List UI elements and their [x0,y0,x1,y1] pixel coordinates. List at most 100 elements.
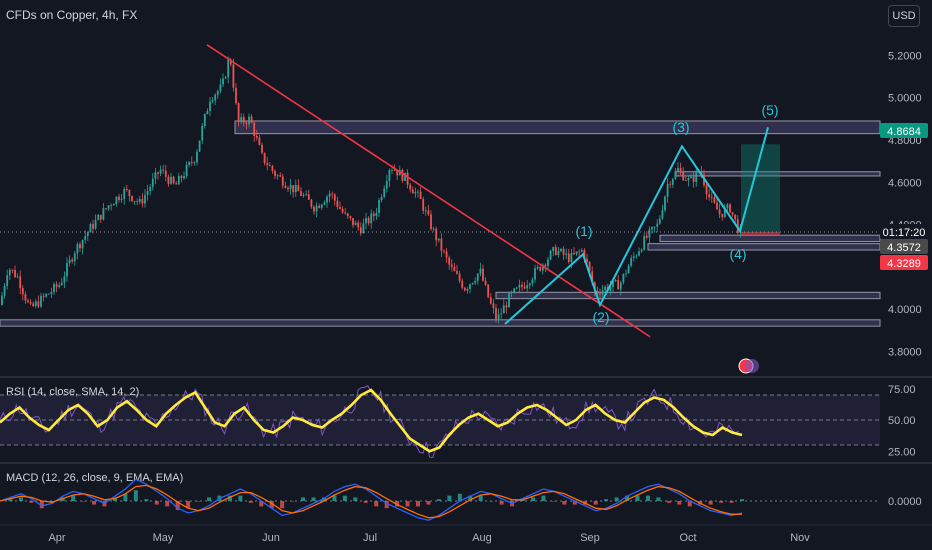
candle [175,183,178,185]
candle [222,78,224,85]
macd-histogram-bar [248,501,253,503]
price-tag-label: 4.3289 [887,258,921,270]
candle [164,170,167,177]
macd-histogram-bar [353,497,358,501]
candle [552,247,555,252]
macd-histogram-bar [677,501,682,505]
macd-histogram-bar [551,501,556,502]
macd-histogram-bar [259,501,264,507]
candle [549,251,552,260]
candle [40,295,42,307]
candle [180,176,183,179]
position-target-box [741,144,780,234]
currency-selector[interactable]: USD [888,5,920,27]
candle [196,151,198,163]
macd-signal-line [0,484,742,519]
candle [573,252,575,254]
time-tick-label: May [153,532,174,544]
candle [1,295,3,305]
candle [710,197,713,198]
candle [154,172,157,179]
candle [219,84,222,91]
candle [76,244,79,254]
candle [383,188,386,197]
candle [570,252,573,263]
candle [203,113,206,126]
candle [469,284,471,289]
time-tick-label: Jun [262,532,280,544]
candle [102,208,105,220]
candle [596,290,599,294]
candle [50,292,53,294]
candle [448,257,451,265]
candle [528,283,531,286]
candle [502,305,505,314]
candle [588,261,591,272]
macd-histogram-bar [478,495,483,501]
candle [474,280,477,283]
candle [635,255,638,257]
candle [300,191,302,196]
candle [144,195,146,204]
candle [128,189,131,196]
candle [458,273,461,281]
candle [705,185,708,195]
rsi-line [0,388,743,453]
candle [19,276,22,289]
candle [227,60,230,78]
candle [653,226,656,228]
price-zone [659,234,881,243]
candle [565,253,568,255]
candle [713,197,716,203]
candle [310,199,313,207]
candle [6,275,9,286]
macd-histogram-bar [395,501,400,507]
candle [411,189,414,194]
candle [328,193,331,197]
macd-histogram-bar [227,495,232,501]
candle [281,176,284,186]
candle [578,251,581,253]
candle [723,208,726,218]
candle [89,224,92,233]
candle [510,292,513,294]
candle [333,194,336,201]
candle [497,314,500,319]
candle [302,195,305,196]
candle [263,152,266,164]
candle [172,176,175,184]
candle [583,250,586,259]
candle [206,110,209,114]
candle [268,165,271,167]
candle [68,259,71,264]
candle [37,301,40,307]
candle [292,185,295,193]
candle [557,251,560,256]
price-zone [647,243,881,251]
candle [443,250,445,252]
macd-histogram-bar [604,499,609,501]
candle [580,250,583,252]
price-tag-label: 4.3572 [887,242,921,254]
macd-histogram-bar [729,501,734,503]
price-tick-label: 3.8000 [888,347,922,359]
candle [536,266,539,269]
rsi-title: RSI (14, close, SMA, 14, 2) [6,386,139,398]
candle [661,210,664,219]
candle [58,285,61,287]
macd-histogram-bar [562,501,567,505]
price-tag [880,123,928,138]
candle [604,286,607,291]
macd-histogram-bar [133,490,138,501]
candle [118,196,120,200]
candle [643,235,646,250]
candle [648,229,651,238]
candle [214,94,217,101]
candle [515,287,518,289]
candle [224,77,227,79]
candle [362,223,365,234]
candle [149,187,152,192]
candle [432,228,435,230]
macd-histogram-bar [708,501,713,505]
